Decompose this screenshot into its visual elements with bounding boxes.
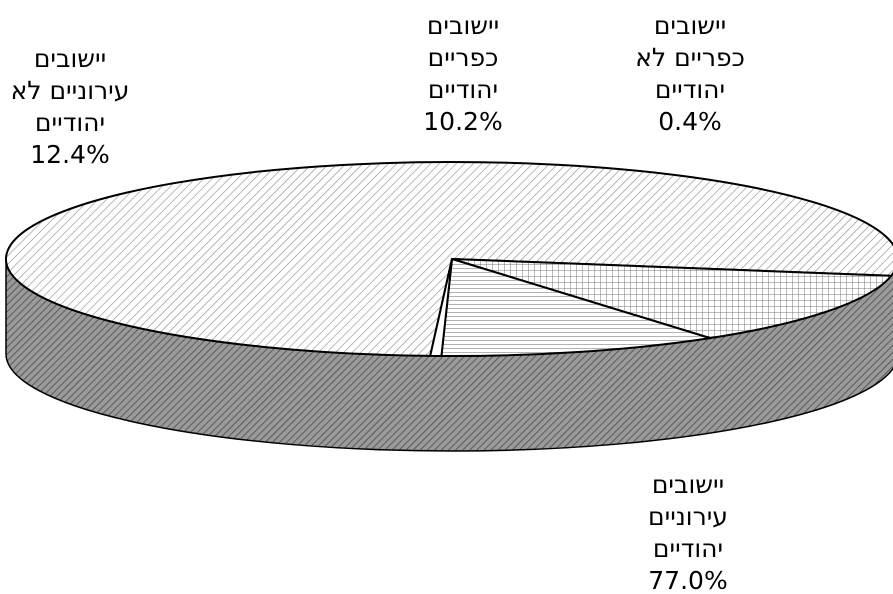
slice-label-3: יישובים כפריים לא יהודיים 0.4% bbox=[635, 11, 745, 136]
pie-slice-2 bbox=[440, 258, 712, 357]
slice-name-line: יישובים bbox=[652, 470, 724, 499]
slice-name-line: יהודיים bbox=[35, 108, 105, 137]
pie-slices bbox=[5, 161, 893, 452]
pie-slice-3 bbox=[429, 258, 453, 357]
pie-labels: יישובים עירוניים יהודיים 77.0% יישובים עירוני… bbox=[11, 11, 745, 594]
pie-slice-0 bbox=[5, 161, 893, 357]
slice-name-line: יהודיים bbox=[653, 534, 723, 563]
slice-value-label: 77.0% bbox=[648, 566, 727, 594]
slice-name-line: יישובים bbox=[34, 44, 106, 73]
slice-name-line: יישובים bbox=[427, 11, 499, 40]
slice-label-2: יישובים כפריים יהודיים 10.2% bbox=[423, 11, 502, 136]
slice-name-line: יהודיים bbox=[655, 75, 725, 104]
slice-name-line: יהודיים bbox=[428, 75, 498, 104]
slice-value-label: 0.4% bbox=[658, 107, 722, 136]
slice-label-0: יישובים עירוניים יהודיים 77.0% bbox=[648, 470, 728, 594]
slice-name-line: יישובים bbox=[654, 11, 726, 40]
slice-value-label: 10.2% bbox=[423, 107, 502, 136]
pie-slice-1 bbox=[451, 258, 893, 340]
slice-name-line: עירוניים bbox=[648, 502, 728, 531]
slice-name-line: עירוניים לא bbox=[11, 76, 130, 105]
slice-value-label: 12.4% bbox=[30, 140, 109, 169]
slice-name-line: כפריים לא bbox=[635, 43, 745, 72]
slice-name-line: כפריים bbox=[428, 43, 499, 72]
slice-label-1: יישובים עירוניים לא יהודיים 12.4% bbox=[11, 44, 130, 169]
